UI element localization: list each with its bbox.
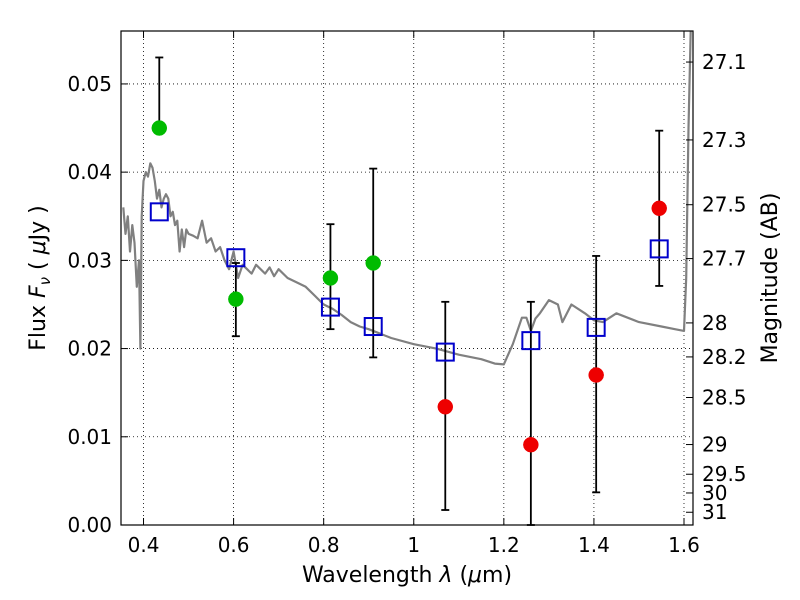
y-tick-label: 0.05 [67, 72, 112, 96]
model-photometry-squares [149, 202, 669, 362]
magnitude-tick-label: 29 [702, 433, 727, 457]
y-tick-label: 0.02 [67, 337, 112, 361]
x-tick-label: 1 [407, 533, 420, 557]
y-axis-title: Flux Fν ( μJy ) [26, 205, 54, 350]
model-square [521, 331, 541, 351]
model-square [149, 202, 169, 222]
x-tick-label: 1.2 [488, 533, 520, 557]
y-axis-ticks: 0.00 0.01 0.02 0.03 0.04 0.05 [67, 72, 128, 537]
y-tick-label: 0.00 [67, 513, 112, 537]
magnitude-tick-label: 31 [702, 500, 727, 524]
model-square [320, 297, 340, 317]
magnitude-tick-label: 28.2 [702, 345, 747, 369]
x-tick-label: 0.8 [308, 533, 340, 557]
magnitude-tick-label: 29.5 [702, 462, 747, 486]
non-detection-point [651, 200, 667, 217]
model-square [435, 342, 455, 362]
plot-background [121, 31, 693, 525]
detection-point [151, 120, 168, 136]
template-spectrum-line [122, 31, 692, 366]
magnitude-axis-title: Magnitude (AB) [758, 193, 783, 364]
magnitude-tick-label: 27.5 [702, 193, 747, 217]
x-tick-label: 1.4 [578, 533, 610, 557]
y-tick-label: 0.04 [67, 160, 112, 184]
detection-point [322, 270, 339, 286]
model-square [586, 317, 606, 337]
detection-point [228, 291, 244, 307]
x-tick-label: 0.4 [128, 533, 160, 557]
x-tick-label: 0.6 [218, 533, 250, 557]
model-square [226, 248, 246, 268]
magnitude-tick-label: 28.5 [702, 385, 747, 409]
x-tick-label: 1.6 [668, 533, 700, 557]
detection-point [365, 255, 381, 271]
magnitude-tick-label: 27.1 [702, 50, 747, 74]
magnitude-tick-label: 27.7 [702, 247, 747, 271]
spectrum-path [122, 31, 692, 366]
x-axis-ticks: 0.4 0.6 0.8 1 1.2 1.4 1.6 [128, 31, 700, 557]
model-square [363, 317, 383, 337]
plot-frame [120, 30, 694, 526]
y-tick-label: 0.03 [67, 248, 112, 272]
non-detection-point [437, 399, 454, 415]
model-square [649, 239, 669, 259]
non-detection-point [588, 367, 604, 383]
observed-flux-points [151, 120, 667, 453]
x-axis-title: Wavelength λ (μm) [302, 563, 512, 588]
magnitude-tick-label: 27.3 [702, 128, 747, 152]
magnitude-tick-label: 28 [702, 311, 727, 335]
non-detection-point [523, 436, 539, 453]
y-tick-label: 0.01 [67, 425, 112, 449]
magnitude-tick-label: 30 [702, 481, 727, 505]
